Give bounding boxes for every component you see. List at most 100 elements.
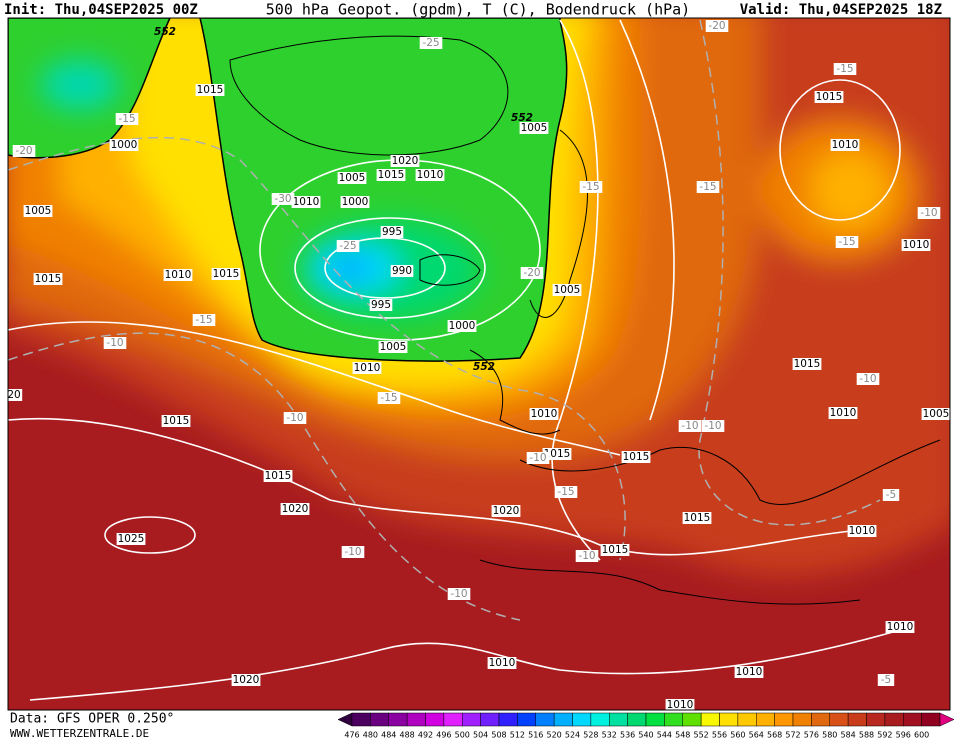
temperature-label: -30 <box>274 193 291 205</box>
pressure-label-box <box>380 226 404 238</box>
pressure-label: 1010 <box>887 621 914 633</box>
colorbar-label: 496 <box>436 731 451 740</box>
isobars <box>8 19 901 701</box>
colorbar-swatch <box>425 712 445 727</box>
pressure-label: 1020 <box>493 505 520 517</box>
pressure-label: 1000 <box>449 320 476 332</box>
pressure-label-box <box>263 470 293 482</box>
website: WWW.WETTERZENTRALE.DE <box>10 727 149 740</box>
pressure-label-box <box>921 408 950 420</box>
colorbar-label: 540 <box>638 731 653 740</box>
colorbar-label: 528 <box>583 731 598 740</box>
pressure-label: 1015 <box>544 448 571 460</box>
temperature-label-box <box>833 63 857 75</box>
pressure-label-box <box>390 265 414 277</box>
colorbar-swatch <box>351 712 371 727</box>
colorbar-swatch <box>535 712 555 727</box>
colorbar-swatch <box>498 712 518 727</box>
temperature-label: -10 <box>578 550 595 562</box>
colorbar-swatch <box>737 712 757 727</box>
pressure-label-box <box>519 122 549 134</box>
temperature-label-box <box>377 392 401 404</box>
pressure-label: 1020 <box>282 503 309 515</box>
temperature-label-box <box>917 207 941 219</box>
colorbar-swatch <box>572 712 592 727</box>
colorbar-label: 560 <box>730 731 745 740</box>
pressure-label-box <box>682 512 712 524</box>
colorbar-swatch <box>811 712 830 727</box>
pressure-label-box <box>376 169 406 181</box>
temperature-label: -20 <box>523 267 540 279</box>
colorbar-swatch <box>682 712 702 727</box>
colorbar-swatch <box>370 712 389 727</box>
valid-time: Valid: Thu,04SEP2025 18Z <box>740 2 942 18</box>
colorbar-label: 564 <box>749 731 764 740</box>
temperature-label: -10 <box>529 452 546 464</box>
colorbar-swatch <box>443 712 463 727</box>
colorbar-label: 588 <box>859 731 874 740</box>
temperature-label-box <box>336 240 360 252</box>
colorbar-label: 476 <box>344 731 359 740</box>
colorbar-label: 592 <box>877 731 892 740</box>
pressure-label-box <box>552 284 582 296</box>
pressure-label: 1005 <box>25 205 52 217</box>
colorbar-arrow-right <box>939 712 955 727</box>
pressure-label-box <box>390 155 420 167</box>
temperature-label-box <box>835 236 859 248</box>
colorbar-swatch <box>756 712 775 727</box>
colorbar-label: 536 <box>620 731 635 740</box>
temperature-label: -10 <box>450 588 467 600</box>
pressure-label-box <box>337 172 367 184</box>
pressure-label: 1015 <box>623 451 650 463</box>
pressure-label: 1015 <box>602 544 629 556</box>
colorbar-swatch <box>829 712 849 727</box>
contour-labels: 1015 1000 1005 1015 1010 1015 1010 1000 1005 1015… <box>8 20 950 711</box>
coastlines <box>229 35 941 605</box>
pressure-label-box <box>792 358 822 370</box>
pressure-label: 1010 <box>736 666 763 678</box>
temperature-label-box <box>882 489 900 501</box>
pressure-label: 990 <box>392 265 412 277</box>
colorbar-swatch <box>388 712 408 727</box>
colorbar-swatch <box>462 712 481 727</box>
temperature-label-box <box>12 145 36 157</box>
colorbar-label: 484 <box>381 731 396 740</box>
colorbar-label: 556 <box>712 731 727 740</box>
pressure-label: 1015 <box>35 273 62 285</box>
pressure-label: 1025 <box>118 533 145 545</box>
colorbar-label: 504 <box>473 731 488 740</box>
pressure-label-box <box>109 139 139 151</box>
pressure-label: 995 <box>382 226 402 238</box>
temperature-label: -10 <box>859 373 876 385</box>
temperature-label-box <box>678 420 702 432</box>
temperature-label: -10 <box>344 546 361 558</box>
pressure-label: 1010 <box>832 139 859 151</box>
pressure-label-box <box>161 415 191 427</box>
pressure-label-box <box>231 674 261 686</box>
pressure-label-box <box>352 362 382 374</box>
pressure-label: 1010 <box>667 699 694 711</box>
colorbar-swatch <box>792 712 812 727</box>
pressure-label-box <box>8 389 23 401</box>
map-field: 1015 1000 1005 1015 1010 1015 1010 1000 1005 1015… <box>8 18 950 711</box>
pressure-label-box <box>487 657 517 669</box>
colorbar-label: 480 <box>363 731 378 740</box>
temperature-label-box <box>877 674 895 686</box>
pressure-label-box <box>828 407 858 419</box>
temperature-label: -25 <box>422 37 439 49</box>
colorbar-swatch <box>609 712 628 727</box>
temperature-label: -15 <box>195 314 212 326</box>
pressure-label-box <box>491 505 521 517</box>
colorbar-label: 572 <box>785 731 800 740</box>
temperature-label: -20 <box>15 145 32 157</box>
pressure-label: 1015 <box>378 169 405 181</box>
temperature-label: -10 <box>286 412 303 424</box>
colorbar-label: 520 <box>546 731 561 740</box>
temperature-label-box <box>526 452 550 464</box>
colorbar-label: 552 <box>693 731 708 740</box>
temperature-label: -10 <box>106 337 123 349</box>
colorbar-swatch <box>700 712 720 727</box>
pressure-label-box <box>116 533 146 545</box>
temperature-label: -20 <box>708 20 725 32</box>
colorbar-label: 580 <box>822 731 837 740</box>
